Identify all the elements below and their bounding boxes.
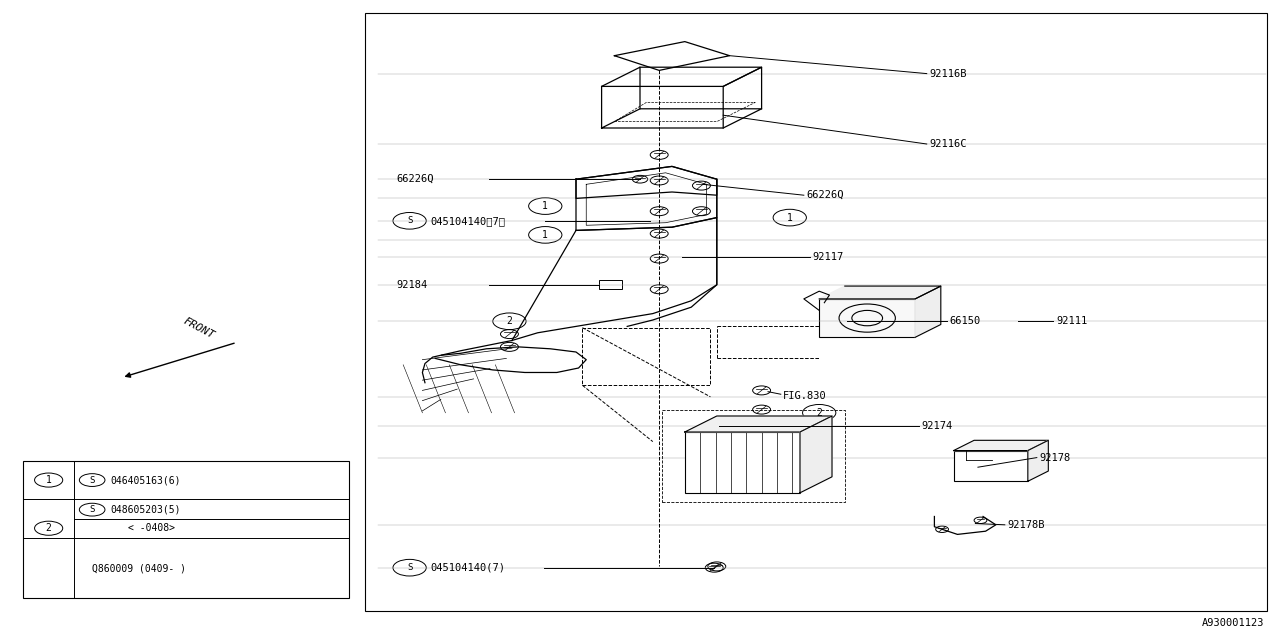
Text: 92178: 92178 (1039, 452, 1070, 463)
Text: 2: 2 (817, 408, 822, 418)
Text: 045104140で7〉: 045104140で7〉 (430, 216, 506, 226)
Text: 1: 1 (787, 212, 792, 223)
Text: 92116B: 92116B (929, 68, 966, 79)
Text: S: S (90, 476, 95, 484)
Bar (685, 432, 800, 493)
Text: < -0408>: < -0408> (128, 524, 175, 533)
Text: S: S (407, 216, 412, 225)
Polygon shape (819, 286, 941, 299)
Text: FRONT: FRONT (182, 316, 215, 340)
Text: 92178B: 92178B (1007, 520, 1044, 530)
Text: 66226Q: 66226Q (397, 174, 434, 184)
Bar (365, 13, 1267, 611)
Bar (23, 461, 349, 598)
Text: Q860009 (0409- ): Q860009 (0409- ) (92, 563, 186, 573)
Text: 92174: 92174 (922, 420, 952, 431)
Text: FIG.830: FIG.830 (783, 390, 827, 401)
Text: 2: 2 (46, 524, 51, 533)
Polygon shape (685, 416, 832, 432)
Text: 92184: 92184 (397, 280, 428, 290)
Polygon shape (1028, 440, 1048, 481)
Text: 1: 1 (46, 475, 51, 485)
Polygon shape (915, 286, 941, 337)
Text: 2: 2 (507, 316, 512, 326)
Polygon shape (954, 440, 1048, 451)
Text: 66226Q: 66226Q (806, 190, 844, 200)
Text: 92117: 92117 (813, 252, 844, 262)
Text: 92116C: 92116C (929, 139, 966, 149)
Bar (954, 451, 1028, 481)
Text: 66150: 66150 (950, 316, 980, 326)
Text: S: S (90, 505, 95, 514)
Text: 1: 1 (543, 230, 548, 240)
Bar (599, 280, 622, 289)
Bar (819, 299, 915, 337)
Text: 1: 1 (543, 201, 548, 211)
Polygon shape (800, 416, 832, 493)
Text: 046405163(6): 046405163(6) (110, 475, 180, 485)
Text: 045104140(7): 045104140(7) (430, 563, 506, 573)
Text: A930001123: A930001123 (1202, 618, 1265, 628)
Text: 92111: 92111 (1056, 316, 1087, 326)
Text: 048605203(5): 048605203(5) (110, 505, 180, 515)
Text: S: S (407, 563, 412, 572)
